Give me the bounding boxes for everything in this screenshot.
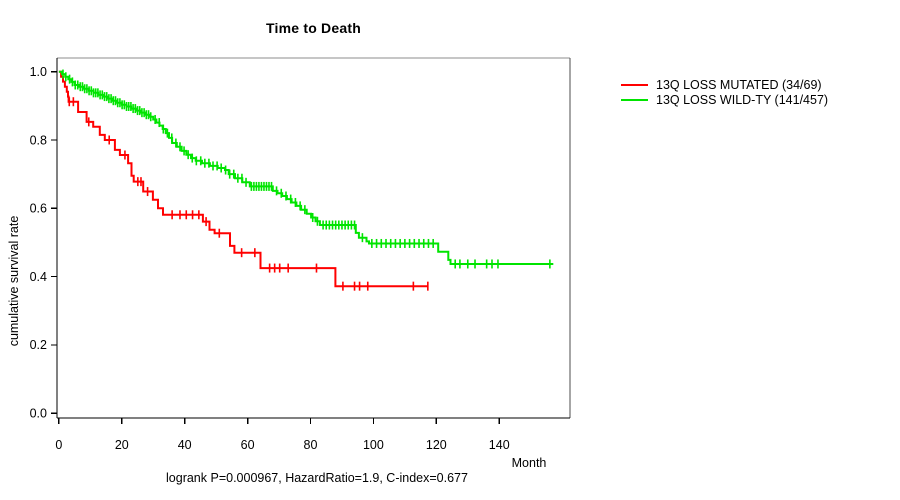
svg-text:0.2: 0.2 xyxy=(30,338,47,352)
svg-text:0.0: 0.0 xyxy=(30,407,47,421)
svg-text:140: 140 xyxy=(489,438,510,452)
svg-text:1.0: 1.0 xyxy=(30,65,47,79)
legend-item-wildtype: 13Q LOSS WILD-TY (141/457) xyxy=(621,92,828,107)
svg-text:40: 40 xyxy=(178,438,192,452)
svg-text:0.4: 0.4 xyxy=(30,270,47,284)
x-axis-title: Month xyxy=(511,456,547,470)
legend-label-mutated: 13Q LOSS MUTATED (34/69) xyxy=(656,77,822,92)
svg-text:0.6: 0.6 xyxy=(30,202,47,216)
y-axis-title: cumulative survival rate xyxy=(7,215,21,347)
legend-item-mutated: 13Q LOSS MUTATED (34/69) xyxy=(621,77,828,92)
legend-label-wildtype: 13Q LOSS WILD-TY (141/457) xyxy=(656,92,829,107)
legend-line-wildtype xyxy=(621,98,648,101)
legend: 13Q LOSS MUTATED (34/69) 13Q LOSS WILD-T… xyxy=(621,77,828,107)
stats-caption: logrank P=0.000967, HazardRatio=1.9, C-i… xyxy=(166,471,468,485)
svg-text:0.8: 0.8 xyxy=(30,133,47,147)
svg-text:100: 100 xyxy=(363,438,384,452)
svg-text:20: 20 xyxy=(115,438,129,452)
chart-title: Time to Death xyxy=(266,20,361,36)
svg-text:60: 60 xyxy=(241,438,255,452)
svg-text:120: 120 xyxy=(426,438,447,452)
svg-text:80: 80 xyxy=(304,438,318,452)
legend-line-mutated xyxy=(621,83,648,86)
svg-text:0: 0 xyxy=(55,438,62,452)
